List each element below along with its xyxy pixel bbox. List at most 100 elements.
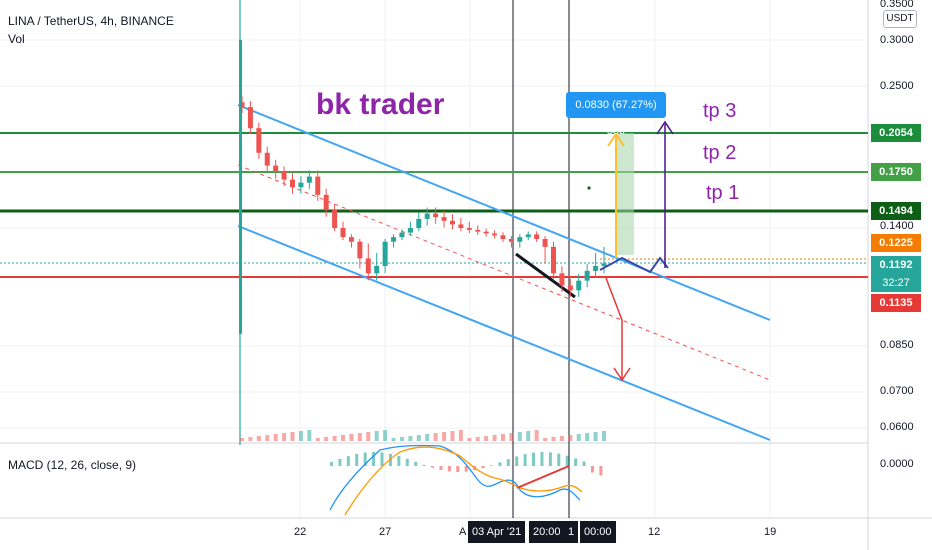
volume-bar [332,436,337,441]
candle-body [584,270,590,281]
time-highlight-date: 03 Apr '21 [468,521,526,543]
candle-body [407,228,413,233]
macd-hist-bar [464,466,468,472]
time-highlight-day: 1 [564,521,579,543]
target-box [616,133,634,255]
macd-hist-bar [346,456,350,466]
volume-bar [559,436,564,441]
macd-hist-bar [330,462,333,466]
candle-body [433,213,439,218]
candle-body [264,152,270,166]
candle-body [466,228,472,230]
macd-line [329,444,581,511]
channel-top [237,104,771,321]
listing-candle [239,40,242,334]
volume-bar [433,433,438,441]
candle-body [298,182,304,188]
macd-histogram [330,452,603,476]
macd-hist-bar [590,466,594,473]
volume-bar [282,433,287,441]
macd-tick: 0.0000 [880,458,914,470]
candle-body [315,176,321,195]
volume-bar [408,436,413,441]
price-tag-tp2: 0.1750 [871,163,921,181]
time-tick: 27 [379,526,392,538]
macd-hist-bar [397,456,401,466]
macd-hist-bar [481,466,485,469]
tp1-label: tp 1 [706,182,740,204]
candle-body [306,176,312,183]
macd-hist-bar [355,453,359,466]
volume-bar [484,436,489,441]
volume-bar [307,430,312,441]
volume-bar [602,431,606,441]
projection-path [599,256,669,274]
volume-bar [585,433,590,441]
candle-body [542,238,548,247]
volume-bar [475,437,480,441]
red-down-arrow [605,277,623,380]
candle-body [567,285,573,291]
macd-hist-bar [439,466,443,470]
candle-body [348,237,354,242]
marker-dot [587,186,591,190]
macd-hist-bar [515,456,519,466]
macd-hist-bar [540,452,544,466]
volume-bar [349,434,354,441]
macd-hist-bar [363,452,367,466]
volume-bar [383,430,388,441]
candle-body [374,265,380,274]
candle-body [550,246,556,274]
volume-bar [290,432,295,441]
candle-body [281,172,287,180]
currency-unit-button[interactable]: USDT [883,10,917,28]
macd-hist-bar [338,458,342,466]
candle-body [593,265,599,271]
macd-hist-bar [414,461,418,466]
volume-bar [265,435,270,441]
price-tick: 0.1400 [880,220,914,232]
tp2-label: tp 2 [703,142,737,164]
time-highlight-time2: 00:00 [580,521,616,543]
candle-body [365,258,371,274]
volume-bar [425,434,430,441]
candle-body [256,128,262,153]
symbol-title[interactable]: LINA / TetherUS, 4h, BINANCE [8,14,174,28]
volume-bar [399,437,404,441]
candle-body [492,233,498,236]
candle-body [601,263,607,266]
candle-body [458,224,464,228]
macd-hist-bar [431,466,435,468]
macd-hist-bar [372,452,376,466]
time-tick: 22 [294,526,307,538]
macd-hist-bar [548,452,552,466]
macd-hist-bar [498,462,502,466]
watermark-text: bk trader [316,88,445,121]
time-tick: 19 [764,526,777,538]
candle-body [500,235,506,239]
candle-body [247,107,253,129]
volume-bar [341,435,346,441]
price-tick: 0.3500 [880,0,914,10]
price-tag-tp1: 0.1494 [871,202,921,220]
volume-bar [248,437,253,441]
macd-hist-bar [557,453,561,466]
volume-bar [357,433,362,441]
macd-hist-bar [456,466,460,472]
macd-hist-bar [565,455,569,466]
countdown-tag: 32:27 [871,274,921,292]
volume-bar [256,436,261,441]
candle-body [525,234,531,238]
volume-bar [391,438,396,441]
volume-bar [593,432,598,441]
price-tick: 0.3000 [880,34,914,46]
macd-hist-bar [380,452,384,466]
volume-bar [374,431,379,441]
price-tag-current: 0.1192 [871,256,921,274]
volume-label: Vol [8,32,25,46]
volume-bar [509,433,514,441]
candle-body [424,213,430,219]
macd-pane [329,444,603,516]
price-tick: 0.0850 [880,339,914,351]
